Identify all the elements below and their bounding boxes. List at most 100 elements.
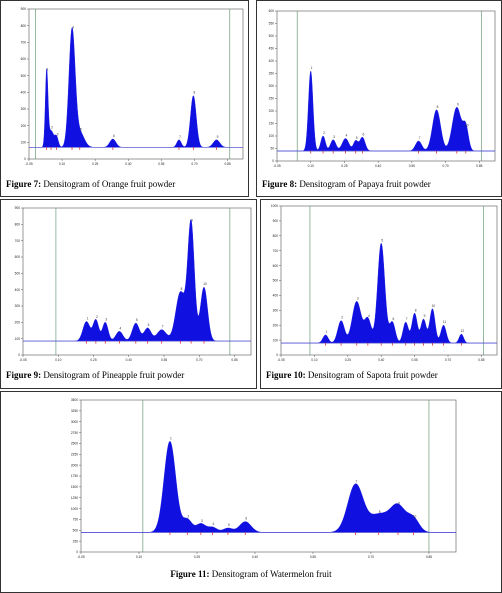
x-tick-label: 0.10 bbox=[55, 358, 61, 362]
x-tick-label: 0.70 bbox=[368, 555, 374, 559]
figure-10-label: Figure 10: bbox=[266, 370, 306, 380]
figure-11-caption: Figure 11: Densitogram of Watermelon fru… bbox=[1, 569, 501, 579]
x-tick-label: 0.25 bbox=[345, 358, 351, 362]
y-tick-label: 250 bbox=[73, 539, 79, 543]
peak-label: 10 bbox=[203, 282, 207, 286]
x-tick-label: 0.10 bbox=[308, 164, 314, 168]
figure-8-panel: 0 50 100 150 200 250 300 350 400 450 500 550 600 -0.0… bbox=[256, 0, 502, 197]
x-tick-label: 0.85 bbox=[231, 358, 237, 362]
y-tick-label: 700 bbox=[273, 249, 279, 253]
peak-label: 1 bbox=[87, 317, 89, 321]
y-tick-label: 250 bbox=[269, 97, 275, 101]
peak-label: 10 bbox=[432, 304, 436, 308]
figure-7-panel: 0 100 200 300 400 500 600 700 800 900 -0.05 0.10 0.2… bbox=[0, 0, 249, 197]
peak-label: 1 bbox=[311, 66, 313, 70]
y-tick-label: 400 bbox=[15, 288, 21, 292]
peak-label: 7 bbox=[356, 480, 358, 484]
peak-label: 3 bbox=[333, 135, 335, 139]
peak-label: 9 bbox=[457, 102, 459, 106]
peak-label: 3 bbox=[57, 132, 59, 136]
y-tick-label: 2000 bbox=[71, 463, 78, 467]
peak-label: 7 bbox=[162, 325, 164, 329]
peak-label: 7 bbox=[179, 135, 181, 139]
peak-label: 6 bbox=[113, 134, 115, 138]
peak-label: 12 bbox=[461, 329, 465, 333]
y-tick-label: 400 bbox=[21, 91, 27, 95]
y-tick-label: 800 bbox=[15, 223, 21, 227]
y-tick-label: 150 bbox=[269, 122, 275, 126]
y-tick-label: 700 bbox=[15, 239, 21, 243]
x-tick-label: 0.10 bbox=[311, 358, 317, 362]
y-tick-label: 800 bbox=[21, 24, 27, 28]
peak-label: 8 bbox=[193, 91, 195, 95]
y-tick-label: 350 bbox=[269, 72, 275, 76]
figure-10-chart: 0 100 200 300 400 500 600 700 800 900 1000 -0.05 0.1… bbox=[271, 204, 498, 362]
y-tick-label: 0 bbox=[18, 353, 20, 357]
figure-7-label: Figure 7: bbox=[6, 179, 42, 189]
x-tick-label: 0.40 bbox=[252, 555, 258, 559]
y-tick-label: 500 bbox=[273, 279, 279, 283]
x-tick-label: 0.70 bbox=[191, 162, 197, 166]
peak-label: 3 bbox=[357, 296, 359, 300]
x-tick-label: 0.70 bbox=[442, 164, 448, 168]
peak-label: 4 bbox=[368, 314, 370, 318]
peak-label: 2 bbox=[96, 315, 98, 319]
y-tick-label: 2750 bbox=[71, 431, 78, 435]
y-tick-label: 550 bbox=[269, 22, 275, 26]
y-tick-label: 200 bbox=[15, 321, 21, 325]
peak-label: 5 bbox=[381, 238, 383, 242]
y-tick-label: 900 bbox=[15, 206, 21, 210]
y-tick-label: 600 bbox=[273, 264, 279, 268]
x-tick-label: 0.25 bbox=[92, 162, 98, 166]
densitogram-area bbox=[22, 218, 252, 342]
peak-label: 8 bbox=[379, 510, 381, 514]
y-tick-label: 400 bbox=[273, 294, 279, 298]
peak-label: 6 bbox=[148, 323, 150, 327]
y-tick-label: 800 bbox=[273, 234, 279, 238]
figure-10-text: Densitogram of Sapota fruit powder bbox=[307, 370, 438, 380]
figure-9-text: Densitogram of Pineapple fruit powder bbox=[43, 370, 185, 380]
y-tick-label: 3250 bbox=[71, 409, 78, 413]
x-tick-label: 0.85 bbox=[476, 164, 482, 168]
densitogram-area bbox=[80, 441, 457, 533]
densitogram-area bbox=[277, 70, 495, 152]
figure-8-chart: 0 50 100 150 200 250 300 350 400 450 500 550 600 -0.0… bbox=[269, 9, 496, 168]
peak-label: 9 bbox=[217, 135, 219, 139]
peak-label: 2 bbox=[323, 131, 325, 135]
x-tick-label: 0.55 bbox=[411, 358, 417, 362]
y-tick-label: 100 bbox=[15, 337, 21, 341]
x-tick-label: 0.85 bbox=[224, 162, 230, 166]
x-tick-label: 0.55 bbox=[409, 164, 415, 168]
y-tick-label: 450 bbox=[269, 47, 275, 51]
figure-8-caption: Figure 8: Densitogram of Papaya fruit po… bbox=[257, 179, 501, 189]
peak-label: 5 bbox=[136, 318, 138, 322]
y-tick-label: 200 bbox=[21, 124, 27, 128]
figure-8-label: Figure 8: bbox=[262, 179, 298, 189]
peak-label: 9 bbox=[398, 501, 400, 505]
y-tick-label: 900 bbox=[21, 7, 27, 11]
y-tick-label: 1250 bbox=[71, 496, 78, 500]
x-tick-label: -0.05 bbox=[25, 162, 32, 166]
figure-11-text: Densitogram of Watermelon fruit bbox=[211, 569, 332, 579]
figure-11-label: Figure 11: bbox=[170, 569, 210, 579]
figure-9-caption: Figure 9: Densitogram of Pineapple fruit… bbox=[1, 370, 256, 380]
peak-label: 8 bbox=[437, 105, 439, 109]
densitogram-area bbox=[281, 242, 497, 344]
y-tick-label: 600 bbox=[269, 9, 275, 13]
figure-7-text: Densitogram of Orange fruit powder bbox=[43, 179, 176, 189]
peak-label: 9 bbox=[424, 314, 426, 318]
peak-label: 1 bbox=[47, 67, 49, 71]
y-tick-label: 0 bbox=[276, 353, 278, 357]
peak-label: 5 bbox=[228, 523, 230, 527]
x-tick-label: -0.05 bbox=[273, 164, 280, 168]
figure-11-panel: 0 250 500 750 1000 1250 1500 1750 2000 2250 2500 27… bbox=[0, 391, 502, 593]
peak-label: 10 bbox=[465, 124, 469, 128]
y-tick-label: 1750 bbox=[71, 474, 78, 478]
y-tick-label: 900 bbox=[273, 219, 279, 223]
y-tick-label: 100 bbox=[269, 134, 275, 138]
peak-label: 1 bbox=[326, 330, 328, 334]
peak-label: 2 bbox=[187, 514, 189, 518]
figure-7-caption: Figure 7: Densitogram of Orange fruit po… bbox=[1, 179, 248, 189]
x-tick-label: 0.70 bbox=[445, 358, 451, 362]
y-tick-label: 0 bbox=[272, 159, 274, 163]
